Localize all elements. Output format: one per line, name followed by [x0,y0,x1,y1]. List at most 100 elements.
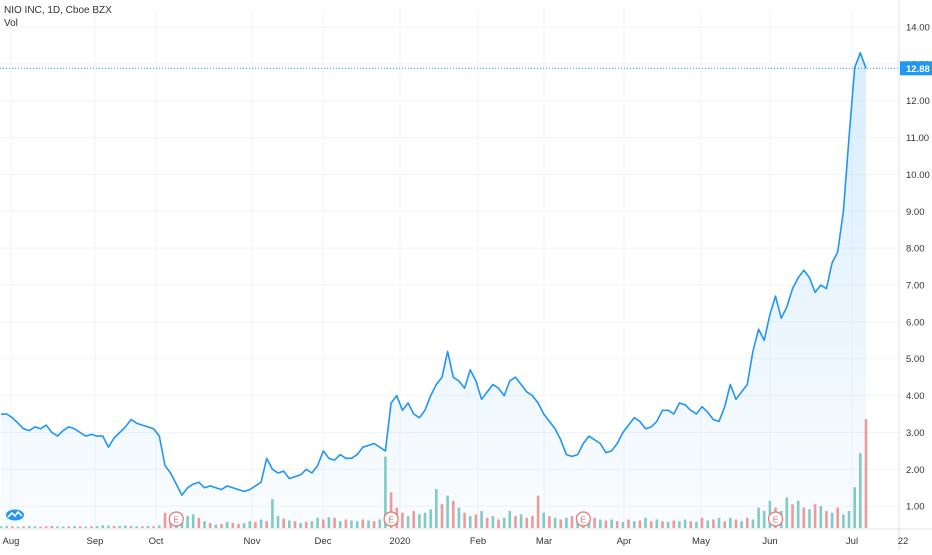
volume-bar [813,504,817,528]
volume-bar [5,526,8,528]
volume-bar [440,504,444,528]
volume-bar [333,517,336,528]
volume-bar [282,518,285,528]
x-tick-label: Feb [470,536,486,547]
volume-bar [231,522,235,528]
last-price-label: 12.88 [906,64,930,75]
volume-bar [632,521,636,528]
volume-bar [242,523,246,528]
y-tick-label: 5.00 [906,354,925,365]
volume-bar [497,519,500,528]
volume-bar [259,519,263,528]
volume-bar [508,511,512,528]
y-tick-label: 1.00 [906,502,925,513]
chart-legend: NIO INC, 1D, Cboe BZX Vol [4,4,112,30]
volume-bar [406,516,410,528]
volume-bar [474,514,478,528]
volume-bar [695,521,698,528]
volume-bar [208,522,212,528]
volume-bar [678,521,681,528]
y-tick-label: 4.00 [906,391,925,402]
earnings-event-marker[interactable] [767,511,784,527]
x-tick-label: 22 [898,536,909,547]
volume-bar [401,512,404,528]
volume-bar [305,521,308,528]
volume-bar [293,521,297,528]
volume-bar [327,517,331,528]
volume-bar [310,521,314,528]
volume-bar [322,519,325,528]
earnings-event-label: E [773,515,779,525]
volume-bar [819,505,823,528]
volume-bar [271,499,274,528]
volume-bar [220,523,223,528]
volume-bar [214,524,218,528]
y-tick-label: 7.00 [906,281,925,292]
volume-bar [112,526,116,528]
volume-bar [610,519,613,528]
volume-bar [73,526,76,528]
volume-bar [514,516,517,528]
volume-bar [384,456,387,528]
volume-bar [203,521,206,528]
volume-bar [531,516,534,528]
y-tick-label: 3.00 [906,428,925,439]
x-tick-label: Jun [762,536,777,547]
x-tick-label: Jul [846,536,858,547]
volume-bar [372,521,376,528]
volume-bar [864,419,868,528]
volume-bar [638,520,642,528]
volume-bar [649,521,653,528]
earnings-event-marker[interactable] [383,511,399,527]
volume-bar [485,517,489,528]
tradingview-logo-icon[interactable] [5,507,25,521]
volume-bar [11,526,14,528]
price-area-fill [1,52,866,529]
y-tick-label: 12.00 [906,96,930,107]
volume-bar [418,514,421,528]
volume-bar [802,507,806,528]
x-tick-label: Mar [536,536,552,547]
volume-bar [135,526,138,528]
volume-bar [67,526,71,528]
x-tick-label: Sep [87,536,104,547]
volume-label[interactable]: Vol [4,18,18,29]
volume-bar [61,526,65,528]
x-tick-label: Apr [617,536,632,547]
last-price-tag [900,61,932,76]
volume-bar [683,519,687,528]
volume-bar [627,519,630,528]
x-tick-label: May [692,536,710,547]
volume-bar [604,520,608,528]
volume-bar [265,521,268,528]
earnings-event-marker[interactable] [168,511,184,527]
volume-bar [180,520,184,528]
volume-bar [56,526,59,528]
volume-bar [536,495,540,528]
volume-bar [644,517,647,528]
volume-bar [615,521,619,528]
x-tick-label: Dec [315,536,332,547]
volume-bar [78,526,82,528]
volume-bar [830,512,834,528]
volume-bar [723,521,726,528]
x-tick-label: 2020 [389,536,410,547]
symbol-title[interactable]: NIO INC, 1D, Cboe BZX [4,5,112,16]
y-tick-label: 11.00 [906,133,929,144]
volume-bar [44,526,48,528]
volume-bar [452,500,455,528]
volume-bar [700,517,704,528]
volume-bar [785,497,789,528]
y-tick-label: 10.00 [906,170,930,181]
earnings-event-marker[interactable] [575,511,591,527]
volume-bar [248,521,252,528]
volume-bar [621,521,625,528]
volume-bar [90,526,93,528]
volume-bar [548,516,551,528]
volume-bar [84,526,88,528]
volume-bar [836,507,839,528]
price-line[interactable] [0,52,867,496]
volume-bar [423,512,427,528]
